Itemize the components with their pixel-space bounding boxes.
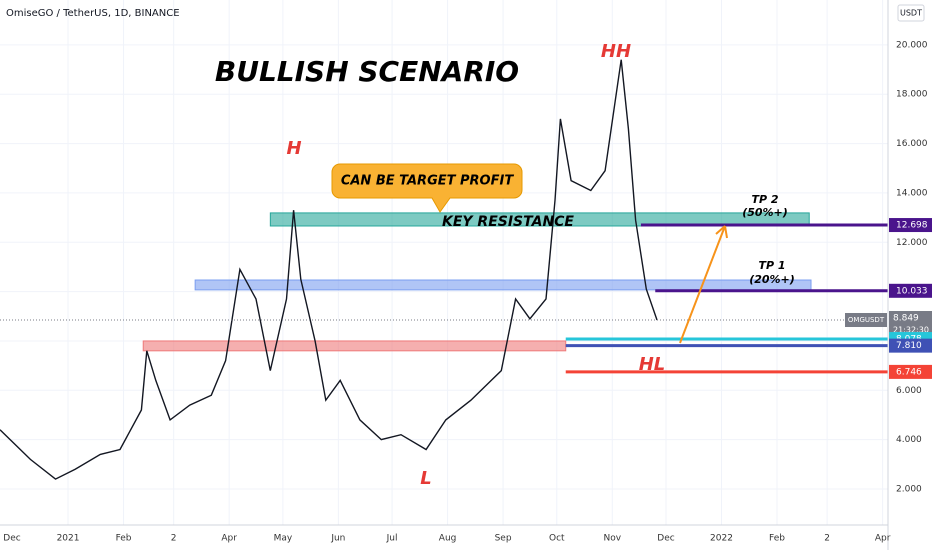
tp2-pct: (50%+) [742, 206, 788, 219]
x-tick-label: Apr [875, 534, 891, 544]
tp2: TP 2 [751, 193, 778, 206]
x-tick-label: Jun [330, 534, 345, 544]
y-tick-label: 18.000 [896, 90, 928, 100]
x-tick-label: Dec [657, 534, 674, 544]
y-tick-label: 14.000 [896, 188, 928, 198]
x-tick-label: Feb [769, 534, 785, 544]
arrow-head [715, 225, 728, 239]
x-tick-label: 2022 [710, 534, 733, 544]
key-resistance: KEY RESISTANCE [442, 214, 574, 230]
countdown: 21:32:30 [893, 326, 929, 335]
level-label: 12.698 [896, 221, 928, 231]
y-tick-label: 4.000 [896, 435, 922, 445]
y-tick-label: 2.000 [896, 484, 922, 494]
level-badge [889, 364, 932, 379]
x-tick-label: Nov [604, 534, 622, 544]
x-tick-label: Aug [439, 534, 457, 544]
arrow [679, 225, 726, 344]
chart-title: BULLISH SCENARIO [215, 55, 519, 88]
y-tick-label: 20.000 [896, 40, 928, 50]
level-badge [889, 283, 932, 298]
x-tick-label: 2 [824, 534, 830, 544]
price-line [0, 59, 658, 480]
callout-bubble [331, 163, 523, 213]
label-hh: HH [601, 41, 631, 62]
x-tick-label: Sep [495, 534, 512, 544]
tp1-pct: (20%+) [749, 273, 795, 286]
currency-badge [897, 4, 925, 22]
symbol-badge [845, 313, 887, 328]
tp1: TP 1 [758, 259, 785, 272]
currency: USDT [900, 9, 922, 18]
x-tick-label: Oct [549, 534, 565, 544]
x-tick-label: 2021 [57, 534, 80, 544]
symbol-label: OMGUSDT [848, 316, 885, 324]
level-label: 10.033 [896, 286, 928, 296]
axes: 2.0004.0006.0008.00010.00012.00014.00016… [3, 40, 932, 544]
level-badge [889, 338, 932, 353]
zone [194, 279, 812, 291]
last-price-label: 8.849 [893, 314, 919, 324]
label-h: H [286, 138, 301, 159]
callout-text: CAN BE TARGET PROFIT [341, 174, 515, 189]
level-label: 6.746 [896, 367, 922, 377]
label-hl: HL [639, 354, 666, 375]
grid [0, 0, 888, 525]
symbol-header: OmiseGO / TetherUS, 1D, BINANCE [6, 8, 180, 19]
x-tick-label: May [274, 534, 293, 544]
y-tick-label: 6.000 [896, 386, 922, 396]
x-tick-label: 2 [171, 534, 177, 544]
level-label: 7.810 [896, 341, 922, 351]
x-tick-label: Dec [3, 534, 20, 544]
levels [565, 223, 888, 374]
zones [142, 212, 812, 352]
y-tick-label: 16.000 [896, 139, 928, 149]
level-badge [889, 218, 932, 233]
plot [0, 59, 888, 480]
x-tick-label: Jul [386, 534, 398, 544]
label-l: L [420, 468, 431, 489]
y-tick-label: 12.000 [896, 238, 928, 248]
x-tick-label: Feb [116, 534, 132, 544]
zone [269, 212, 810, 227]
zone [142, 340, 567, 352]
x-tick-label: Apr [221, 534, 237, 544]
